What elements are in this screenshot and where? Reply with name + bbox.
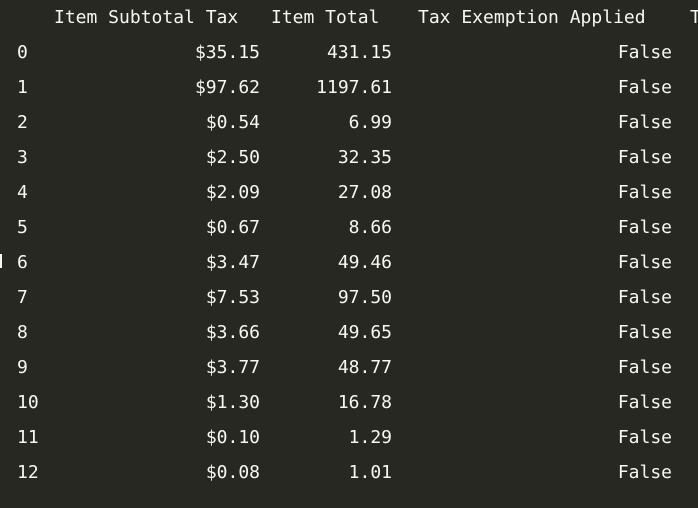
gutter-marker xyxy=(0,254,2,268)
cell-item-total: 16.78 xyxy=(337,392,392,413)
cell-exemption: False xyxy=(617,252,672,273)
row-index: 5 xyxy=(17,217,28,238)
row-index: 3 xyxy=(17,147,28,168)
cell-subtotal-tax: $3.66 xyxy=(205,322,260,343)
cell-exemption: False xyxy=(617,322,672,343)
row-index: 7 xyxy=(17,287,28,308)
cell-subtotal-tax: $1.30 xyxy=(205,392,260,413)
cell-subtotal-tax: $2.50 xyxy=(205,147,260,168)
cell-subtotal-tax: $0.08 xyxy=(205,462,260,483)
table-row: 8 $3.66 49.65 False xyxy=(0,315,698,350)
table-row: 1 $97.62 1197.61 False xyxy=(0,70,698,105)
cell-subtotal-tax: $7.53 xyxy=(205,287,260,308)
cell-item-total: 1.01 xyxy=(348,462,392,483)
row-index: 12 xyxy=(17,462,39,483)
table-row: 3 $2.50 32.35 False xyxy=(0,140,698,175)
cell-exemption: False xyxy=(617,217,672,238)
cell-item-total: 97.50 xyxy=(337,287,392,308)
row-index: 0 xyxy=(17,42,28,63)
cell-exemption: False xyxy=(617,182,672,203)
row-index: 8 xyxy=(17,322,28,343)
table-row: 5 $0.67 8.66 False xyxy=(0,210,698,245)
cell-subtotal-tax: $0.54 xyxy=(205,112,260,133)
cell-subtotal-tax: $0.67 xyxy=(205,217,260,238)
table-row: 12 $0.08 1.01 False xyxy=(0,455,698,490)
table-row: 0 $35.15 431.15 False xyxy=(0,35,698,70)
row-index: 1 xyxy=(17,77,28,98)
cell-item-total: 1197.61 xyxy=(316,77,392,98)
cell-item-total: 32.35 xyxy=(337,147,392,168)
table-row: 6 $3.47 49.46 False xyxy=(0,245,698,280)
cell-item-total: 27.08 xyxy=(337,182,392,203)
table-row: 11 $0.10 1.29 False xyxy=(0,420,698,455)
column-header-exemption: Tax Exemption Applied xyxy=(418,7,646,28)
table-row: 2 $0.54 6.99 False xyxy=(0,105,698,140)
column-header-item-total: Item Total xyxy=(271,7,380,28)
cell-item-total: 49.46 xyxy=(337,252,392,273)
cell-exemption: False xyxy=(617,42,672,63)
table-row: 4 $2.09 27.08 False xyxy=(0,175,698,210)
cell-item-total: 49.65 xyxy=(337,322,392,343)
table-row: 10 $1.30 16.78 False xyxy=(0,385,698,420)
table-row: 9 $3.77 48.77 False xyxy=(0,350,698,385)
cell-subtotal-tax: $3.77 xyxy=(205,357,260,378)
table-header: Item Subtotal Tax Item Total Tax Exemptio… xyxy=(0,0,698,35)
cell-exemption: False xyxy=(617,357,672,378)
row-index: 10 xyxy=(17,392,39,413)
row-index: 11 xyxy=(17,427,39,448)
column-header-truncated: T xyxy=(690,7,698,28)
cell-exemption: False xyxy=(617,392,672,413)
cell-subtotal-tax: $0.10 xyxy=(205,427,260,448)
cell-item-total: 48.77 xyxy=(337,357,392,378)
cell-item-total: 6.99 xyxy=(348,112,392,133)
cell-item-total: 8.66 xyxy=(348,217,392,238)
row-index: 9 xyxy=(17,357,28,378)
cell-exemption: False xyxy=(617,77,672,98)
cell-subtotal-tax: $97.62 xyxy=(194,77,260,98)
table-row: 7 $7.53 97.50 False xyxy=(0,280,698,315)
cell-subtotal-tax: $2.09 xyxy=(205,182,260,203)
row-index: 4 xyxy=(17,182,28,203)
column-header-subtotal-tax: Item Subtotal Tax xyxy=(54,7,239,28)
cell-exemption: False xyxy=(617,462,672,483)
cell-subtotal-tax: $3.47 xyxy=(205,252,260,273)
cell-subtotal-tax: $35.15 xyxy=(194,42,260,63)
row-index: 2 xyxy=(17,112,28,133)
cell-exemption: False xyxy=(617,287,672,308)
cell-exemption: False xyxy=(617,147,672,168)
row-index: 6 xyxy=(17,252,28,273)
cell-item-total: 431.15 xyxy=(326,42,392,63)
cell-item-total: 1.29 xyxy=(348,427,392,448)
cell-exemption: False xyxy=(617,427,672,448)
cell-exemption: False xyxy=(617,112,672,133)
